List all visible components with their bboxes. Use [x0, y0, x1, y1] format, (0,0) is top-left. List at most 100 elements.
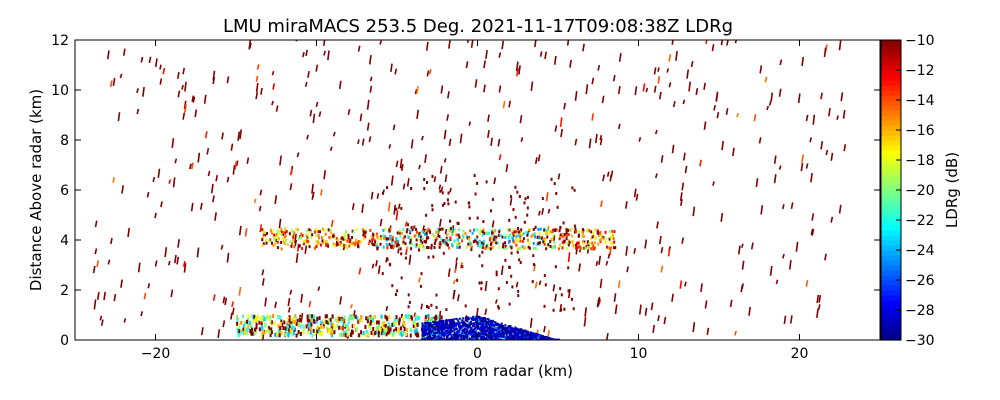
melting-layer-pixel: [577, 241, 580, 245]
melting-layer-pixel: [608, 246, 611, 250]
speckle-mark: [748, 306, 751, 316]
surface-echo-pixel: [459, 324, 462, 327]
speckle-mark: [679, 192, 683, 201]
melting-layer-pixel: [418, 244, 421, 248]
low-level-pixel: [372, 320, 375, 325]
surface-echo-pixel: [466, 335, 469, 338]
melting-layer-pixel: [317, 230, 320, 234]
surface-echo-pixel: [423, 325, 426, 328]
echo-pixel: [497, 306, 500, 310]
echo-pixel: [532, 263, 535, 267]
speckle-mark: [769, 265, 773, 276]
melting-layer-pixel: [597, 230, 600, 234]
melting-layer-pixel: [353, 244, 356, 248]
melting-layer-pixel: [449, 236, 452, 240]
low-level-pixel: [344, 329, 347, 334]
speckle-mark: [720, 212, 724, 222]
speckle-mark: [274, 195, 278, 205]
surface-echo-pixel: [547, 337, 550, 340]
speckle-mark: [443, 158, 447, 163]
speckle-mark: [393, 204, 397, 215]
melting-layer-pixel: [391, 235, 394, 239]
low-level-pixel: [269, 327, 272, 332]
low-level-pixel: [411, 316, 414, 321]
surface-echo-pixel: [433, 327, 436, 330]
surface-echo-pixel: [487, 321, 490, 324]
surface-echo-pixel: [421, 324, 424, 327]
surface-echo-pixel: [450, 326, 453, 329]
colorbar-segment: [881, 280, 901, 286]
colorbar-segment: [881, 305, 901, 311]
speckle-mark: [230, 143, 234, 151]
low-level-pixel: [372, 317, 375, 322]
melting-layer-pixel: [427, 227, 430, 231]
melting-layer-pixel: [399, 247, 402, 251]
colorbar-segment: [881, 320, 901, 326]
speckle-mark: [609, 246, 612, 256]
speckle-mark: [805, 114, 809, 122]
melting-layer-pixel: [352, 230, 355, 234]
surface-echo-pixel: [449, 320, 452, 323]
melting-layer-pixel: [481, 241, 484, 245]
low-level-pixel: [297, 329, 300, 334]
low-level-pixel: [272, 314, 275, 319]
surface-echo-pixel: [474, 331, 477, 334]
echo-pixel: [404, 256, 407, 260]
melting-layer-pixel: [534, 247, 537, 251]
chart-title: LMU miraMACS 253.5 Deg. 2021-11-17T09:08…: [223, 16, 733, 37]
colorbar-segment: [881, 55, 901, 61]
echo-pixel: [435, 305, 438, 309]
echo-pixel: [511, 285, 514, 289]
low-level-pixel: [377, 330, 380, 335]
surface-echo-pixel: [457, 321, 460, 324]
speckle-mark: [92, 265, 96, 274]
echo-pixel: [542, 240, 545, 244]
melting-layer-pixel: [424, 232, 427, 236]
echo-pixel: [408, 300, 411, 304]
low-level-pixel: [288, 318, 291, 323]
echo-pixel: [407, 293, 410, 297]
surface-echo-pixel: [491, 334, 494, 337]
speckle-mark: [96, 260, 100, 267]
melting-layer-pixel: [444, 239, 447, 243]
surface-echo-pixel: [499, 328, 502, 331]
melting-layer-pixel: [385, 242, 388, 246]
surface-echo-pixel: [424, 322, 427, 325]
speckle-mark: [248, 42, 252, 49]
colorbar-tick-label: −14: [905, 93, 935, 109]
speckle-mark: [446, 114, 450, 121]
surface-echo-pixel: [503, 337, 506, 340]
speckle-mark: [682, 152, 686, 161]
melting-layer-pixel: [549, 230, 552, 234]
colorbar-segment: [881, 75, 901, 81]
melting-layer-pixel: [322, 235, 325, 239]
echo-pixel: [464, 304, 467, 308]
surface-echo-pixel: [491, 327, 494, 330]
low-level-pixel: [242, 331, 245, 336]
surface-echo-pixel: [462, 329, 465, 332]
echo-pixel: [391, 284, 394, 288]
melting-layer-pixel: [549, 245, 552, 249]
speckle-mark: [106, 50, 110, 60]
speckle-mark: [578, 263, 581, 272]
colorbar-tick-label: −22: [905, 213, 935, 229]
melting-layer-pixel: [280, 227, 283, 231]
low-level-pixel: [258, 320, 261, 325]
melting-layer-pixel: [377, 236, 380, 240]
surface-echo-pixel: [466, 333, 469, 336]
surface-echo-pixel: [484, 324, 487, 327]
low-level-pixel: [330, 321, 333, 326]
melting-layer-pixel: [395, 240, 398, 244]
speckle-mark: [452, 279, 456, 285]
melting-layer-pixel: [521, 240, 524, 244]
melting-layer-pixel: [398, 229, 401, 233]
speckle-mark: [420, 303, 424, 310]
low-level-pixel: [402, 316, 405, 321]
speckle-mark: [805, 280, 809, 287]
low-level-pixel: [323, 320, 326, 325]
low-level-pixel: [277, 324, 280, 329]
low-level-pixel: [375, 320, 378, 325]
surface-echo-pixel: [429, 334, 432, 337]
colorbar-tick-label: −16: [905, 123, 935, 139]
melting-layer-pixel: [517, 234, 520, 238]
